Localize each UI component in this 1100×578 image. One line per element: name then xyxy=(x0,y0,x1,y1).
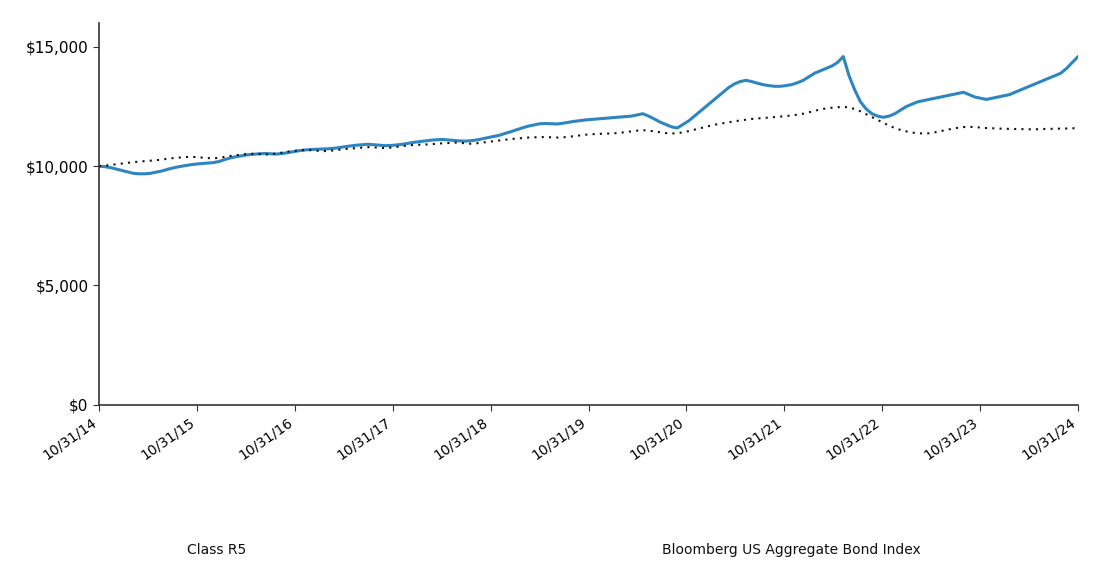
Text: Class R5: Class R5 xyxy=(187,543,246,557)
Text: Bloomberg US Aggregate Bond Index: Bloomberg US Aggregate Bond Index xyxy=(662,543,921,557)
